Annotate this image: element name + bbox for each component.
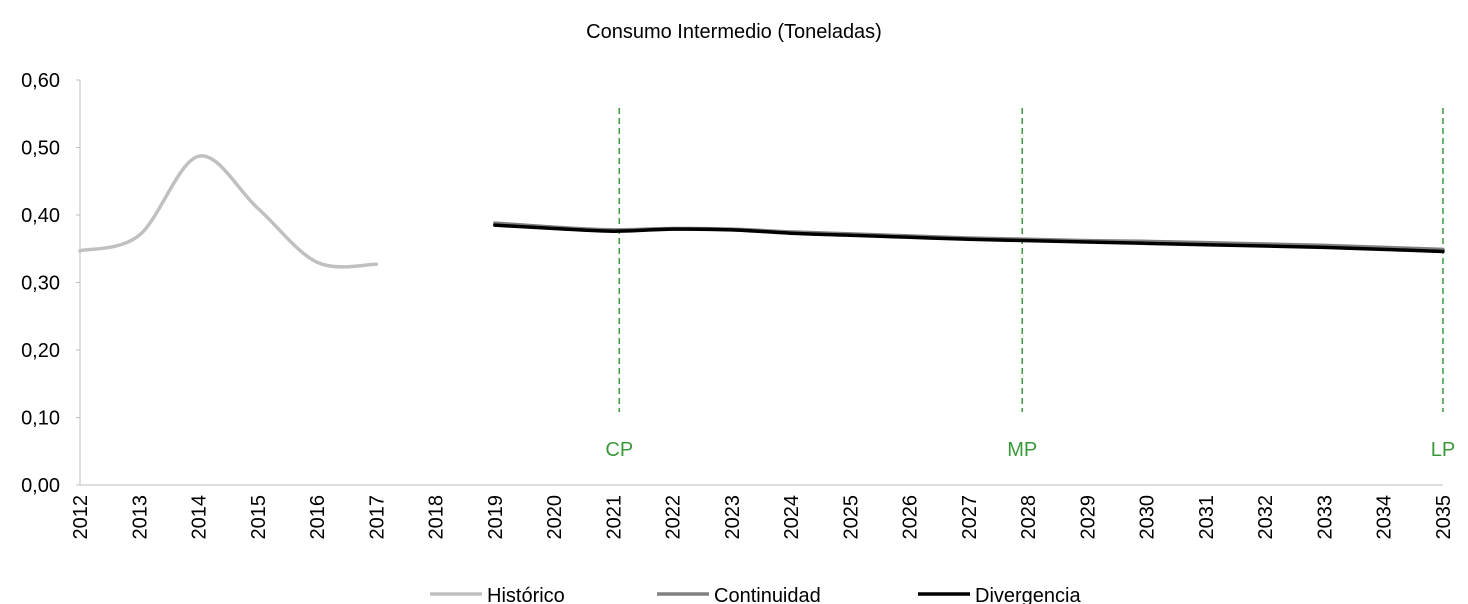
y-tick-label: 0,50: [21, 138, 60, 160]
x-tick-label: 2031: [1196, 495, 1218, 540]
series-line: [78, 154, 379, 269]
x-tick-label: 2032: [1255, 495, 1277, 540]
x-tick-label: 2020: [544, 495, 566, 540]
x-tick-label: 2014: [189, 495, 211, 540]
y-tick-label: 0,30: [21, 273, 60, 295]
x-tick-label: 2013: [129, 495, 151, 540]
annotation-label: CP: [605, 439, 633, 461]
x-tick-label: 2016: [307, 495, 329, 540]
x-tick-label: 2030: [1137, 495, 1159, 540]
y-tick-label: 0,00: [21, 475, 60, 497]
legend-label: Continuidad: [714, 585, 821, 604]
x-tick-label: 2024: [781, 495, 803, 540]
series-line: [493, 223, 1445, 254]
y-tick-label: 0,10: [21, 408, 60, 430]
x-tick-label: 2022: [663, 495, 685, 540]
y-tick-label: 0,20: [21, 340, 60, 362]
x-tick-label: 2035: [1433, 495, 1455, 540]
x-tick-label: 2018: [426, 495, 448, 540]
x-tick-label: 2026: [900, 495, 922, 540]
x-tick-label: 2029: [1077, 495, 1099, 540]
x-tick-label: 2012: [70, 495, 92, 540]
annotation-label: MP: [1007, 439, 1037, 461]
x-tick-label: 2034: [1374, 495, 1396, 540]
x-tick-label: 2033: [1314, 495, 1336, 540]
x-tick-label: 2021: [603, 495, 625, 540]
x-tick-label: 2025: [840, 495, 862, 540]
annotation-label: LP: [1431, 439, 1455, 461]
y-tick-label: 0,40: [21, 205, 60, 227]
x-tick-label: 2017: [366, 495, 388, 540]
x-tick-label: 2015: [248, 495, 270, 540]
x-tick-label: 2028: [1018, 495, 1040, 540]
chart-title: Consumo Intermedio (Toneladas): [586, 21, 882, 43]
x-tick-label: 2019: [485, 495, 507, 540]
y-tick-label: 0,60: [21, 70, 60, 92]
legend-label: Histórico: [487, 585, 565, 604]
x-tick-label: 2023: [722, 495, 744, 540]
x-tick-label: 2027: [959, 495, 981, 540]
legend-label: Divergencia: [975, 585, 1081, 604]
